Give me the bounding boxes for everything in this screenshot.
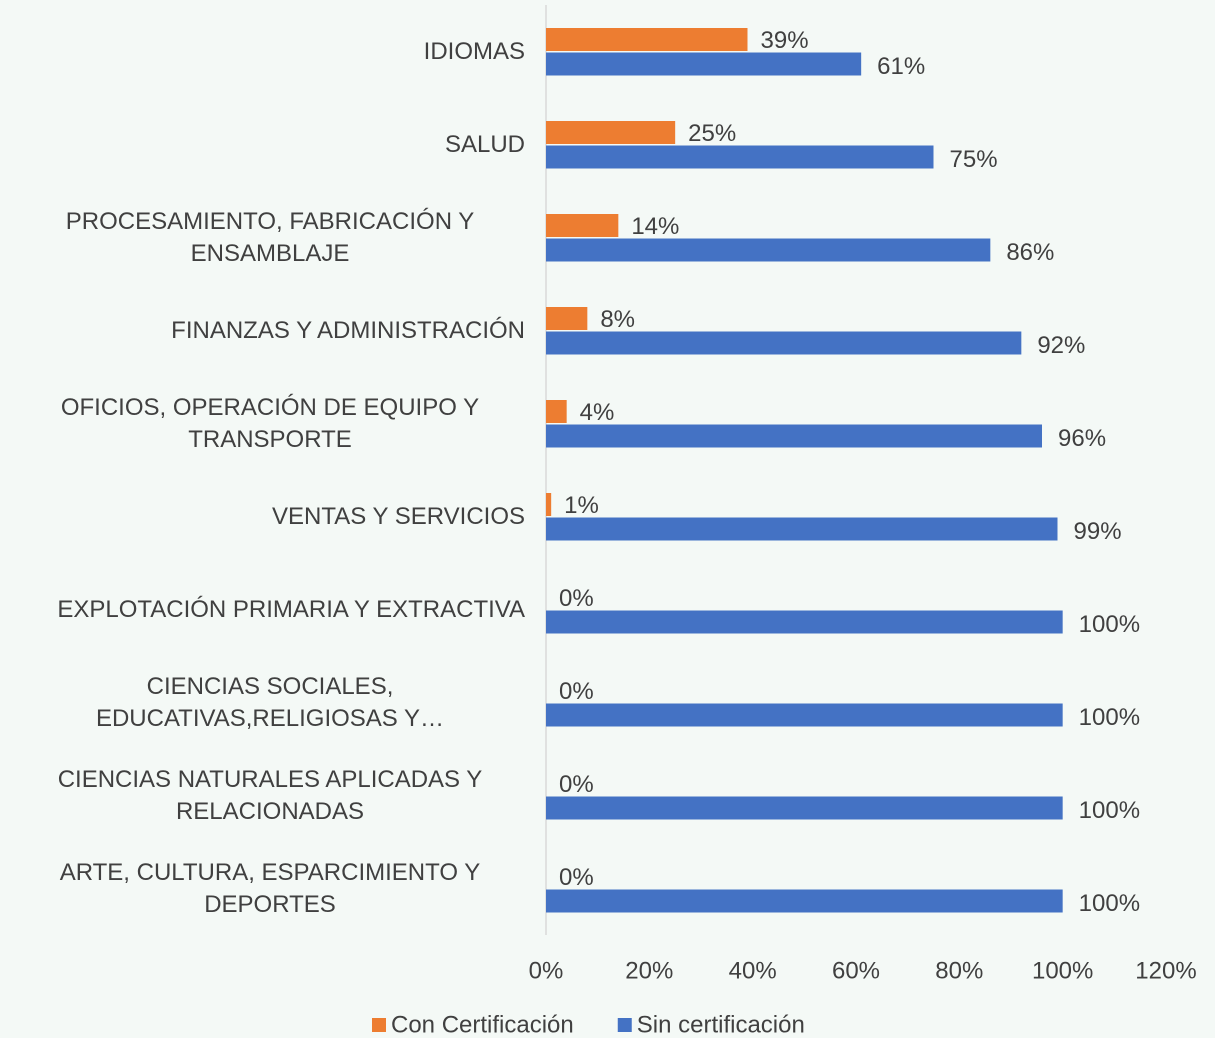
x-tick-label: 0% bbox=[529, 957, 564, 984]
data-label: 100% bbox=[1079, 611, 1140, 638]
bar bbox=[546, 517, 1058, 541]
category-label-box: ARTE, CULTURA, ESPARCIMIENTO Y DEPORTES bbox=[0, 842, 525, 935]
data-label: 39% bbox=[761, 27, 809, 54]
y-tick-label: FINANZAS Y ADMINISTRACIÓN bbox=[171, 316, 525, 344]
category-label-box: CIENCIAS NATURALES APLICADAS Y RELACIONA… bbox=[0, 749, 525, 842]
data-label: 0% bbox=[559, 678, 594, 705]
y-tick-label: OFICIOS, OPERACIÓN DE EQUIPO Y TRANSPORT… bbox=[60, 393, 480, 453]
bar bbox=[546, 796, 1063, 820]
bar bbox=[546, 331, 1022, 355]
y-tick-label: CIENCIAS SOCIALES, EDUCATIVAS,RELIGIOSAS… bbox=[95, 672, 445, 732]
bar bbox=[546, 28, 748, 51]
y-tick-label: EXPLOTACIÓN PRIMARIA Y EXTRACTIVA bbox=[57, 595, 525, 623]
y-tick-label: SALUD bbox=[444, 130, 525, 158]
data-label: 4% bbox=[580, 399, 615, 426]
data-label: 61% bbox=[877, 53, 925, 80]
bar bbox=[546, 145, 934, 169]
y-tick-label: ARTE, CULTURA, ESPARCIMIENTO Y DEPORTES bbox=[59, 858, 481, 918]
legend-label: Sin certificación bbox=[637, 1011, 805, 1038]
bar bbox=[546, 493, 552, 516]
category-label-box: SALUD bbox=[0, 98, 525, 191]
data-label: 0% bbox=[559, 771, 594, 798]
y-tick-label: CIENCIAS NATURALES APLICADAS Y RELACIONA… bbox=[57, 765, 483, 825]
y-tick-label: PROCESAMIENTO, FABRICACIÓN Y ENSAMBLAJE bbox=[65, 207, 475, 267]
x-tick-label: 120% bbox=[1135, 957, 1196, 984]
data-label: 75% bbox=[950, 146, 998, 173]
bar bbox=[546, 307, 588, 330]
bar bbox=[546, 424, 1042, 448]
bar bbox=[546, 238, 991, 262]
bar bbox=[546, 214, 619, 237]
x-tick-label: 80% bbox=[935, 957, 983, 984]
data-label: 100% bbox=[1079, 797, 1140, 824]
y-tick-label: VENTAS Y SERVICIOS bbox=[272, 502, 525, 530]
data-label: 1% bbox=[564, 492, 599, 519]
x-tick-label: 40% bbox=[729, 957, 777, 984]
data-label: 96% bbox=[1058, 425, 1106, 452]
bar bbox=[546, 703, 1063, 727]
data-label: 0% bbox=[559, 864, 594, 891]
data-label: 99% bbox=[1074, 518, 1122, 545]
bar bbox=[546, 121, 676, 144]
data-label: 0% bbox=[559, 585, 594, 612]
legend-label: Con Certificación bbox=[391, 1011, 574, 1038]
category-label-box: PROCESAMIENTO, FABRICACIÓN Y ENSAMBLAJE bbox=[0, 191, 525, 284]
bar bbox=[546, 610, 1063, 634]
x-tick-label: 100% bbox=[1032, 957, 1093, 984]
data-label: 25% bbox=[688, 120, 736, 147]
data-label: 86% bbox=[1006, 239, 1054, 266]
legend-swatch bbox=[372, 1018, 386, 1032]
data-label: 14% bbox=[631, 213, 679, 240]
category-label-box: OFICIOS, OPERACIÓN DE EQUIPO Y TRANSPORT… bbox=[0, 377, 525, 470]
data-label: 8% bbox=[600, 306, 635, 333]
bar bbox=[546, 52, 862, 76]
category-label-box: CIENCIAS SOCIALES, EDUCATIVAS,RELIGIOSAS… bbox=[0, 656, 525, 749]
category-label-box: FINANZAS Y ADMINISTRACIÓN bbox=[0, 284, 525, 377]
category-label-box: VENTAS Y SERVICIOS bbox=[0, 470, 525, 563]
data-label: 100% bbox=[1079, 704, 1140, 731]
y-tick-label: IDIOMAS bbox=[423, 37, 525, 65]
category-label-box: EXPLOTACIÓN PRIMARIA Y EXTRACTIVA bbox=[0, 563, 525, 656]
data-label: 100% bbox=[1079, 890, 1140, 917]
x-tick-label: 60% bbox=[832, 957, 880, 984]
x-tick-label: 20% bbox=[625, 957, 673, 984]
bar bbox=[546, 889, 1063, 913]
legend-swatch bbox=[617, 1018, 632, 1032]
bar bbox=[546, 400, 567, 423]
category-label-box: IDIOMAS bbox=[0, 5, 525, 98]
data-label: 92% bbox=[1037, 332, 1085, 359]
